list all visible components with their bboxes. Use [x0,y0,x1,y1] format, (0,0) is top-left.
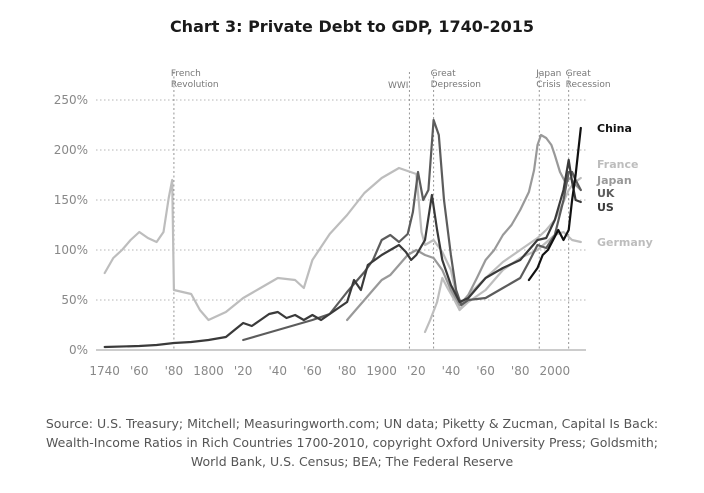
x-tick-label: 1800 [193,364,224,378]
x-tick-label: '60 [130,364,149,378]
source-note: Source: U.S. Treasury; Mitchell; Measuri… [45,416,659,469]
x-tick-label: 1740 [89,364,120,378]
x-tick-label: '60 [303,364,322,378]
x-tick-label: '60 [476,364,495,378]
event-label: Recession [566,80,611,90]
event-label: Crisis [536,80,561,90]
legend-label-us: US [597,201,614,214]
chart-title: Chart 3: Private Debt to GDP, 1740-2015 [169,17,535,36]
legend-label-france: France [597,158,638,171]
event-label: Revolution [171,80,219,90]
legend-label-china: China [597,122,632,135]
x-tick-label: 2000 [540,364,571,378]
grid-lines [96,99,586,351]
event-label: Depression [431,80,481,90]
series-line-france [423,176,582,334]
x-tick-label: '40 [442,364,461,378]
series-line-japan [346,133,582,322]
legend-label-uk: UK [597,187,615,200]
series-line-us [103,158,582,349]
y-tick-label: 0% [69,343,88,357]
x-tick-label: '80 [338,364,357,378]
y-tick-label: 100% [54,243,88,257]
axis-ticks: 0% 50% 100% 150% 200% 250% 1740 '60 '80 1800 '20 '4… [54,93,570,378]
x-tick-label: '80 [165,364,184,378]
x-tick-label: '80 [511,364,530,378]
legend-label-germany: Germany [597,236,653,249]
series-line-china [527,126,582,282]
event-label: Great [431,69,457,79]
x-tick-label: 1900 [366,364,397,378]
x-tick-label: '20 [234,364,253,378]
legend-label-japan: Japan [596,174,632,187]
event-label: WWI [388,81,408,91]
x-tick-label: '40 [269,364,288,378]
event-label: French [171,69,201,79]
y-tick-label: 250% [54,93,88,107]
series-lines [103,118,582,349]
series-line-germany [103,166,582,322]
y-tick-label: 50% [61,293,88,307]
y-tick-label: 200% [54,143,88,157]
y-tick-label: 150% [54,193,88,207]
series-line-uk [242,118,582,342]
event-label: Great [566,69,592,79]
event-label: Japan [535,69,561,79]
x-tick-label: '20 [407,364,426,378]
